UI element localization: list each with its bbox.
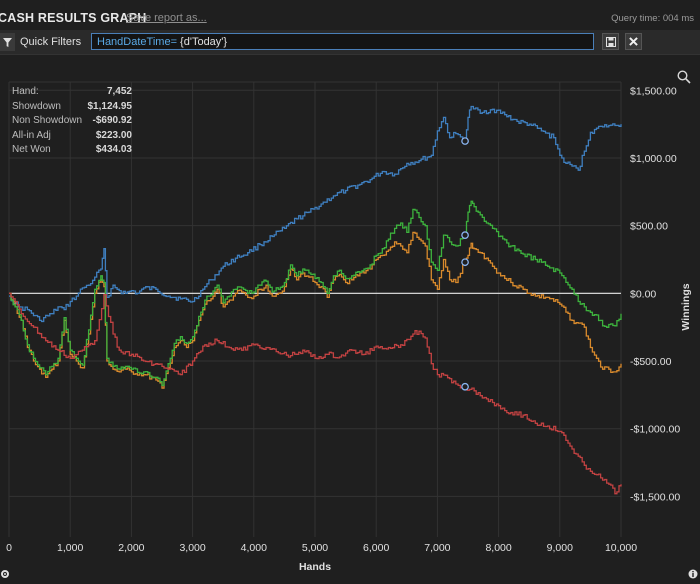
series-line — [9, 200, 622, 387]
title-bar: CASH RESULTS GRAPH Save report as... Que… — [0, 0, 700, 32]
save-report-link[interactable]: Save report as... — [126, 12, 207, 24]
x-tick-label: 1,000 — [57, 542, 83, 554]
series-line — [9, 105, 622, 323]
save-icon — [605, 36, 616, 47]
stat-label: All-in Adj — [12, 129, 51, 141]
y-tick-label: $1,500.00 — [630, 85, 677, 97]
stat-value: $1,124.95 — [87, 100, 133, 112]
y-tick-label: $1,000.00 — [630, 153, 677, 165]
stat-label: Hand: — [12, 86, 39, 97]
series-layer — [9, 105, 622, 495]
hover-marker — [461, 382, 469, 391]
x-tick-label: 8,000 — [485, 542, 511, 554]
x-tick-label: 3,000 — [179, 542, 205, 554]
y-axis-ticks: $1,500.00 $1,000.00 $500.00 $0.00 -$500.00 -$… — [630, 85, 680, 503]
y-tick-label: $0.00 — [630, 288, 656, 300]
zoom-icon[interactable] — [677, 70, 693, 86]
stat-label: Net Won — [12, 144, 51, 155]
y-tick-label: $500.00 — [630, 221, 668, 233]
x-tick-label: 7,000 — [424, 542, 450, 554]
stat-row: Hand: 7,452 — [8, 86, 132, 101]
x-tick-label: 5,000 — [302, 542, 328, 554]
y-tick-label: -$1,000.00 — [630, 424, 680, 436]
stats-panel: Hand: 7,452 Showdown $1,124.95 Non Showdown -… — [8, 86, 132, 159]
stat-row: Showdown $1,124.95 — [8, 101, 132, 116]
series-line — [9, 231, 622, 389]
stat-row: Net Won $434.03 — [8, 144, 132, 159]
close-icon — [629, 37, 638, 46]
y-axis-title: Winnings — [680, 283, 692, 330]
clear-filter-button[interactable] — [625, 33, 642, 50]
y-tick-label: -$500.00 — [630, 356, 672, 368]
stat-row: Non Showdown -$690.92 — [8, 115, 132, 130]
x-tick-label: 4,000 — [241, 542, 267, 554]
x-axis-title: Hands — [299, 561, 331, 573]
series-line — [9, 292, 622, 495]
x-tick-label: 10,000 — [605, 542, 637, 554]
y-tick-label: -$1,500.00 — [630, 491, 680, 503]
stat-row: All-in Adj $223.00 — [8, 130, 132, 145]
stat-value: 7,452 — [106, 86, 132, 97]
stat-value: $434.03 — [95, 144, 132, 155]
x-tick-label: 2,000 — [118, 542, 144, 554]
hover-markers — [461, 137, 469, 391]
hover-marker — [461, 137, 469, 145]
x-tick-label: 6,000 — [363, 542, 389, 554]
hover-marker — [461, 258, 469, 267]
stat-label: Showdown — [12, 100, 61, 112]
chart-grid — [8, 81, 622, 537]
stat-value: -$690.92 — [92, 115, 132, 126]
filter-icon[interactable] — [0, 33, 15, 51]
info-icon[interactable] — [688, 566, 698, 579]
query-time-label: Query time: 004 ms — [611, 13, 694, 24]
save-filter-button[interactable] — [602, 33, 619, 50]
stat-label: Non Showdown — [12, 115, 83, 126]
quick-filters-label[interactable]: Quick Filters — [20, 36, 82, 48]
x-tick-label: 0 — [6, 542, 12, 554]
x-tick-label: 9,000 — [547, 542, 573, 554]
page-title: CASH RESULTS GRAPH — [0, 11, 147, 25]
stat-value: $223.00 — [95, 129, 132, 141]
x-axis-ticks: 0 1,000 2,000 3,000 4,000 5,000 6,000 7,000 8,00… — [6, 542, 637, 554]
hover-marker — [461, 231, 469, 239]
filter-input[interactable] — [91, 33, 594, 50]
gear-icon[interactable] — [0, 566, 10, 578]
